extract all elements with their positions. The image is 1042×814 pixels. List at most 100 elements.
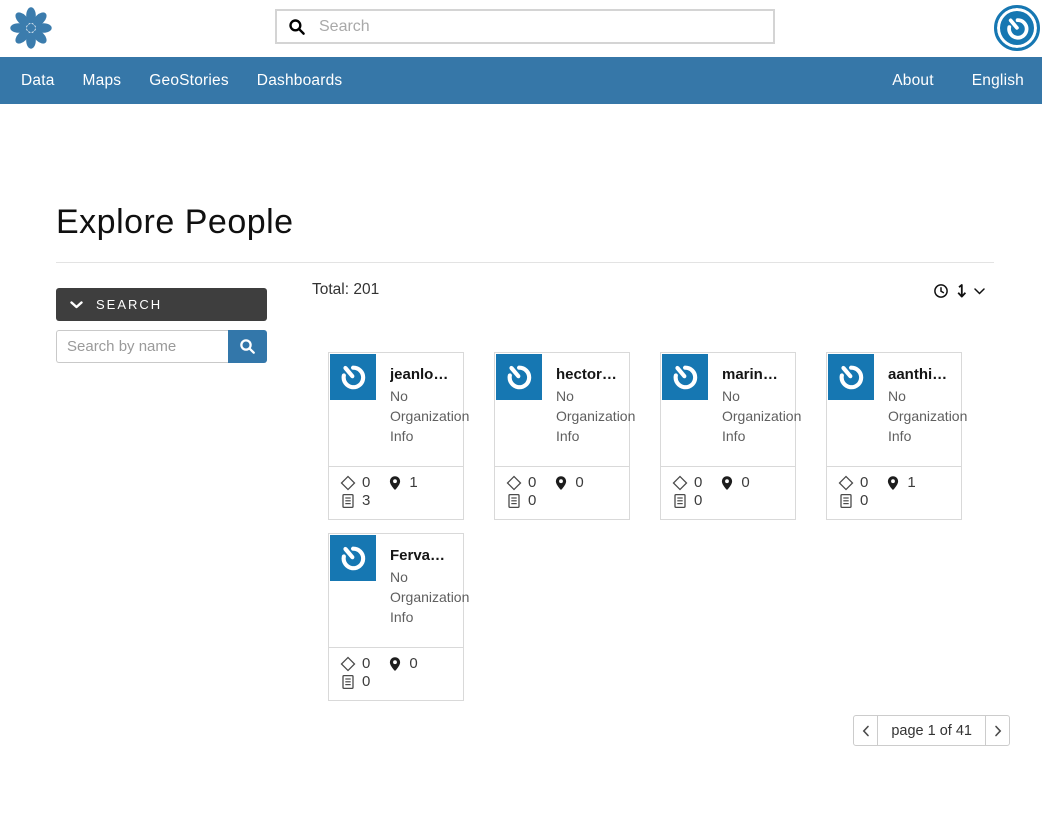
- person-stats: 0 0 0: [495, 466, 629, 519]
- page-indicator: page 1 of 41: [878, 715, 985, 746]
- next-page-button[interactable]: [985, 715, 1010, 746]
- user-avatar[interactable]: [994, 5, 1040, 51]
- sort-dropdown[interactable]: [933, 283, 985, 299]
- person-avatar: [330, 535, 376, 581]
- person-organization: No Organization Info: [888, 388, 968, 444]
- maps-value: 0: [409, 655, 418, 672]
- search-by-name-input[interactable]: [56, 330, 228, 363]
- documents-count: 0: [506, 492, 536, 509]
- navbar-right: About English: [892, 72, 1024, 90]
- datasets-value: 0: [528, 474, 537, 491]
- dataset-diamond-icon: [340, 656, 356, 672]
- caret-down-icon: [974, 287, 985, 295]
- dataset-diamond-icon: [672, 475, 688, 491]
- name-search: [56, 330, 267, 363]
- person-stats: 0 1 3: [329, 466, 463, 519]
- document-icon: [340, 493, 356, 509]
- nav-item-maps[interactable]: Maps: [82, 71, 122, 89]
- person-name[interactable]: aanthi…: [888, 366, 948, 383]
- search-icon: [239, 338, 256, 355]
- datasets-count: 0: [838, 474, 868, 491]
- person-organization: No Organization Info: [390, 388, 470, 444]
- maps-value: 0: [575, 474, 584, 491]
- chevron-right-icon: [994, 725, 1001, 736]
- nav-item-dashboards[interactable]: Dashboards: [256, 71, 343, 89]
- total-count: Total: 201: [312, 281, 380, 298]
- search-panel-toggle[interactable]: SEARCH: [56, 288, 267, 321]
- nav-item-language[interactable]: English: [971, 71, 1024, 89]
- nav-item-data[interactable]: Data: [21, 71, 55, 89]
- documents-value: 0: [694, 492, 703, 509]
- global-search: [275, 9, 775, 44]
- documents-count: 3: [340, 492, 370, 509]
- document-icon: [838, 493, 854, 509]
- chevron-down-icon: [70, 300, 83, 308]
- maps-count: 1: [387, 474, 418, 491]
- nav-item-about[interactable]: About: [892, 71, 934, 89]
- power-icon: [836, 362, 866, 392]
- document-icon: [506, 493, 522, 509]
- app-logo-icon[interactable]: [8, 5, 54, 51]
- document-icon: [340, 674, 356, 690]
- map-pin-icon: [885, 475, 901, 491]
- person-stats: 0 0 0: [661, 466, 795, 519]
- datasets-count: 0: [672, 474, 702, 491]
- maps-count: 0: [553, 474, 584, 491]
- pagination: page 1 of 41: [853, 715, 1010, 746]
- map-pin-icon: [387, 475, 403, 491]
- document-icon: [672, 493, 688, 509]
- map-pin-icon: [553, 475, 569, 491]
- dataset-diamond-icon: [506, 475, 522, 491]
- map-pin-icon: [387, 656, 403, 672]
- documents-count: 0: [672, 492, 702, 509]
- person-card[interactable]: jeanlo… No Organization Info 0 1 3: [328, 352, 470, 520]
- person-avatar: [330, 354, 376, 400]
- power-icon: [1004, 15, 1031, 42]
- datasets-count: 0: [506, 474, 536, 491]
- sort-arrow-down-icon: [957, 284, 967, 298]
- map-pin-icon: [719, 475, 735, 491]
- person-stats: 0 1 0: [827, 466, 961, 519]
- maps-value: 0: [741, 474, 750, 491]
- person-card[interactable]: Ferva… No Organization Info 0 0 0: [328, 533, 469, 701]
- documents-count: 0: [340, 673, 370, 690]
- prev-page-button[interactable]: [853, 715, 879, 746]
- documents-value: 0: [362, 673, 371, 690]
- person-name[interactable]: Ferva…: [390, 547, 446, 564]
- filter-column: SEARCH: [56, 288, 267, 363]
- documents-value: 0: [860, 492, 869, 509]
- person-card[interactable]: marin… No Organization Info 0 0 0: [660, 352, 801, 520]
- maps-value: 1: [409, 474, 418, 491]
- global-search-input[interactable]: [317, 16, 762, 37]
- power-icon: [504, 362, 534, 392]
- documents-value: 3: [362, 492, 371, 509]
- person-organization: No Organization Info: [556, 388, 636, 444]
- maps-count: 0: [387, 655, 418, 672]
- person-card[interactable]: hector… No Organization Info 0 0 0: [494, 352, 636, 520]
- main-navbar: Data Maps GeoStories Dashboards About En…: [0, 57, 1042, 104]
- power-icon: [670, 362, 700, 392]
- navbar-left: Data Maps GeoStories Dashboards: [21, 72, 342, 90]
- maps-value: 1: [907, 474, 916, 491]
- maps-count: 0: [719, 474, 750, 491]
- person-card[interactable]: aanthi… No Organization Info 0 1 0: [826, 352, 968, 520]
- datasets-value: 0: [362, 655, 371, 672]
- dataset-diamond-icon: [838, 475, 854, 491]
- datasets-count: 0: [340, 655, 370, 672]
- person-name[interactable]: marin…: [722, 366, 778, 383]
- power-icon: [338, 362, 368, 392]
- nav-item-geostories[interactable]: GeoStories: [149, 71, 229, 89]
- clock-icon: [934, 284, 948, 298]
- maps-count: 1: [885, 474, 916, 491]
- person-name[interactable]: hector…: [556, 366, 617, 383]
- name-search-button[interactable]: [228, 330, 267, 363]
- datasets-value: 0: [362, 474, 371, 491]
- search-icon: [288, 18, 306, 36]
- search-panel-label: SEARCH: [96, 297, 163, 312]
- title-divider: [56, 262, 994, 263]
- person-name[interactable]: jeanlo…: [390, 366, 449, 383]
- power-icon: [338, 543, 368, 573]
- page-title: Explore People: [56, 203, 294, 241]
- datasets-value: 0: [860, 474, 869, 491]
- person-avatar: [662, 354, 708, 400]
